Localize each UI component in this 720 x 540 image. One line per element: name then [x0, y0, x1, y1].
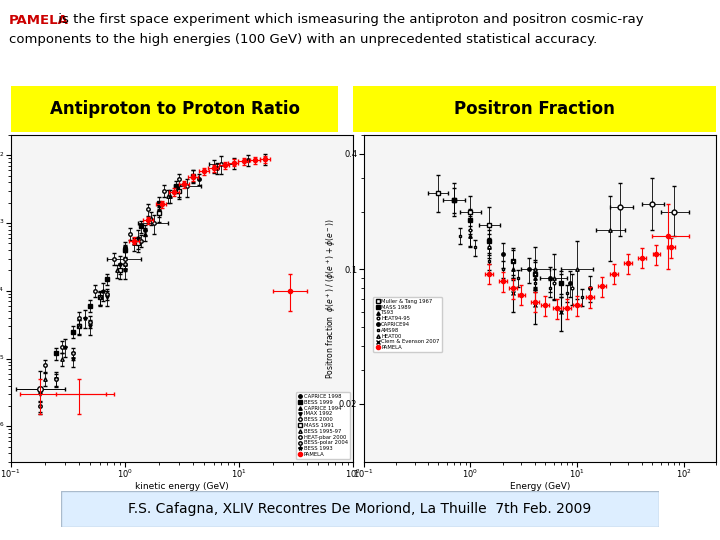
- Y-axis label: Positron fraction  $\phi(e^+)\ /\ (\phi(e^+)+\phi(e^-))$: Positron fraction $\phi(e^+)\ /\ (\phi(e…: [324, 218, 338, 379]
- X-axis label: Energy (GeV): Energy (GeV): [510, 482, 570, 491]
- Bar: [11, 86, 338, 132]
- Text: is the first space experiment which ismeasuring the antiproton and positron cosm: is the first space experiment which isme…: [54, 14, 644, 26]
- Text: F.S. Cafagna, XLIV Recontres De Moriond, La Thuille  7th Feb. 2009: F.S. Cafagna, XLIV Recontres De Moriond,…: [128, 502, 592, 516]
- Bar: [353, 86, 716, 132]
- Text: PAMELA: PAMELA: [9, 14, 68, 26]
- Legend: Muller & Tang 1967, MASS 1989, TS93, HEAT94-95, CAPRICE94, AMS98, HEAT00, Clem &: Muller & Tang 1967, MASS 1989, TS93, HEA…: [373, 296, 441, 352]
- Legend: CAPRICE 1998, BESS 1999, CAPRICE 1994, IMAX 1992, BESS 2000, MASS 1991, BESS 199: CAPRICE 1998, BESS 1999, CAPRICE 1994, I…: [296, 392, 350, 459]
- Text: Antiproton to Proton Ratio: Antiproton to Proton Ratio: [50, 100, 300, 118]
- Text: components to the high energies (100 GeV) with an unprecedented statistical accu: components to the high energies (100 GeV…: [9, 33, 597, 46]
- X-axis label: kinetic energy (GeV): kinetic energy (GeV): [135, 482, 229, 491]
- Text: Positron Fraction: Positron Fraction: [454, 100, 615, 118]
